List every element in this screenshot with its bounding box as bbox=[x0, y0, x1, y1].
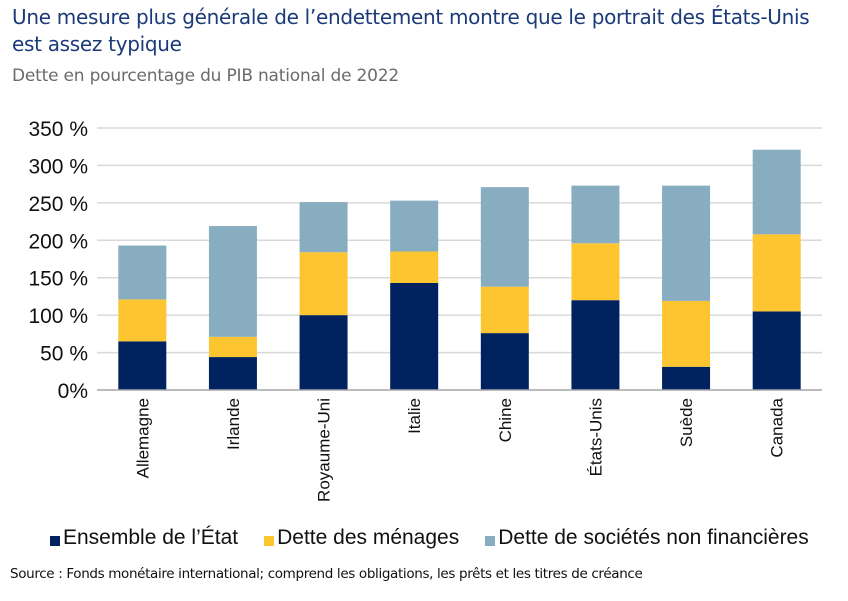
y-tick-label: 100 % bbox=[28, 305, 88, 328]
legend-swatch-gov bbox=[50, 535, 60, 546]
bar-gov bbox=[571, 300, 620, 390]
gridlines bbox=[97, 127, 822, 354]
bar-corporates bbox=[480, 187, 529, 287]
legend-item-corporates: Dette de sociétés non financières bbox=[485, 526, 809, 550]
bar-households bbox=[390, 251, 439, 283]
bar-corporates bbox=[299, 202, 348, 253]
x-tick-label: Canada bbox=[768, 397, 787, 457]
legend-swatch-corporates bbox=[485, 535, 496, 546]
y-tick-label: 300 % bbox=[28, 155, 88, 178]
bars bbox=[118, 149, 801, 390]
bar-corporates bbox=[662, 185, 711, 301]
bar-gov bbox=[118, 341, 167, 390]
bar-corporates bbox=[752, 149, 801, 235]
x-tick-label: Italie bbox=[405, 398, 424, 434]
bar-gov bbox=[299, 315, 348, 390]
chart-title: Une mesure plus générale de l’endettemen… bbox=[12, 5, 810, 56]
legend-item-households: Dette des ménages bbox=[264, 526, 459, 550]
bar-corporates bbox=[390, 200, 439, 252]
bar-gov bbox=[752, 311, 801, 390]
bar-households bbox=[662, 300, 711, 367]
y-tick-label: 50 % bbox=[40, 343, 88, 366]
bar-households bbox=[752, 234, 801, 312]
bar-corporates bbox=[208, 226, 257, 337]
bar-gov bbox=[662, 366, 711, 390]
x-tick-label: États-Unis bbox=[586, 398, 605, 476]
y-tick-label: 150 % bbox=[28, 268, 88, 291]
x-tick-label: Royaume-Uni bbox=[315, 398, 334, 502]
x-tick-label: Irlande bbox=[224, 398, 243, 450]
bar-gov bbox=[390, 282, 439, 390]
bar-households bbox=[208, 336, 257, 358]
legend-swatch-households bbox=[264, 535, 275, 546]
bar-corporates bbox=[118, 245, 167, 300]
bar-households bbox=[299, 252, 348, 316]
y-tick-label: 350 % bbox=[28, 118, 88, 141]
chart-subtitle: Dette en pourcentage du PIB national de … bbox=[12, 66, 399, 86]
bar-households bbox=[571, 243, 620, 301]
source-note: Source : Fonds monétaire international; … bbox=[10, 566, 643, 582]
legend-label-gov: Ensemble de l’État bbox=[63, 526, 239, 549]
bar-gov bbox=[208, 357, 257, 390]
x-axis-ticks: Allemagne Irlande Royaume-Uni Italie Chine Ét… bbox=[133, 397, 786, 501]
legend-label-households: Dette des ménages bbox=[277, 526, 460, 549]
bar-households bbox=[118, 299, 167, 342]
legend: Ensemble de l’État Dette des ménages Det… bbox=[50, 526, 809, 550]
bar-gov bbox=[480, 333, 529, 390]
bar-households bbox=[480, 286, 529, 334]
x-tick-label: Chine bbox=[496, 398, 515, 442]
legend-label-corporates: Dette de sociétés non financières bbox=[498, 526, 809, 549]
bar-corporates bbox=[571, 185, 620, 244]
x-tick-label: Suède bbox=[677, 398, 696, 447]
y-tick-label: 200 % bbox=[28, 230, 88, 253]
y-axis-ticks: 0% 50 % 100 % 150 % 200 % 250 % 300 % 350 % bbox=[28, 118, 88, 403]
legend-item-gov: Ensemble de l’État bbox=[50, 526, 238, 550]
x-tick-label: Allemagne bbox=[133, 398, 152, 478]
y-tick-label: 0% bbox=[58, 380, 88, 403]
y-tick-label: 250 % bbox=[28, 193, 88, 216]
